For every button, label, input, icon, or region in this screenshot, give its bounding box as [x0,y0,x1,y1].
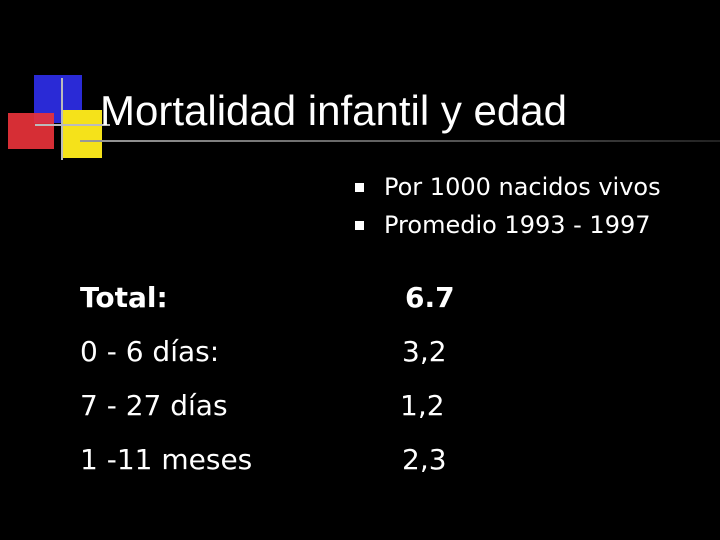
bullet-text: Por 1000 nacidos vivos [384,173,661,201]
row-label: 1 -11 meses [80,443,253,476]
row-value: 6.7 [405,281,455,314]
slide-title: Mortalidad infantil y edad [100,87,567,134]
row-value: 3,2 [402,335,447,368]
square-bullet-icon [355,182,364,192]
data-row-total: Total: 6.7 [0,278,720,318]
decorative-squares-logo [8,75,110,160]
square-bullet-icon [355,220,364,230]
row-label: Total: [80,281,168,314]
row-value: 2,3 [402,443,447,476]
bullet-item: Promedio 1993 - 1997 [355,206,661,244]
bullet-list: Por 1000 nacidos vivos Promedio 1993 - 1… [355,168,661,244]
bullet-item: Por 1000 nacidos vivos [355,168,661,206]
row-label: 7 - 27 días [80,389,228,422]
row-label: 0 - 6 días: [80,335,220,368]
title-underline [80,140,720,142]
data-row: 7 - 27 días 1,2 [0,386,720,426]
data-row: 0 - 6 días: 3,2 [0,332,720,372]
bullet-text: Promedio 1993 - 1997 [384,211,651,239]
row-value: 1,2 [400,389,445,422]
data-row: 1 -11 meses 2,3 [0,440,720,480]
